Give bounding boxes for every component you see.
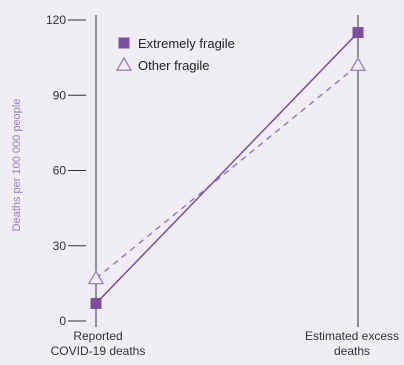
series-extremely-fragile bbox=[90, 27, 364, 309]
y-tick-label: 60 bbox=[53, 164, 67, 178]
y-tick-label: 120 bbox=[46, 13, 66, 27]
series-line bbox=[95, 64, 359, 279]
legend-label: Other fragile bbox=[138, 58, 210, 73]
legend-label: Extremely fragile bbox=[138, 36, 235, 51]
data-point bbox=[87, 270, 105, 285]
legend-marker bbox=[118, 37, 130, 49]
y-tick-label: 0 bbox=[59, 314, 66, 328]
data-point bbox=[90, 297, 102, 309]
series-other-fragile bbox=[87, 56, 367, 285]
y-tick-label: 30 bbox=[53, 239, 67, 253]
x-tick-label-line: Estimated excess bbox=[305, 329, 399, 343]
series-line bbox=[95, 32, 359, 304]
x-tick-label: Reported COVID-19 deaths bbox=[51, 329, 146, 358]
legend-marker bbox=[115, 56, 133, 71]
x-tick-label-line: COVID-19 deaths bbox=[51, 344, 146, 358]
y-tick-label: 90 bbox=[53, 88, 67, 102]
series-group bbox=[87, 27, 367, 309]
data-point bbox=[349, 56, 367, 72]
x-tick-label-line: deaths bbox=[334, 344, 370, 358]
x-tick-label-line: Reported bbox=[73, 329, 122, 343]
y-axis-label: Deaths per 100 000 people bbox=[11, 99, 23, 232]
x-tick-label: Estimated excess deaths bbox=[305, 329, 399, 358]
data-point bbox=[352, 27, 364, 39]
legend: Extremely fragile Other fragile bbox=[115, 36, 235, 73]
